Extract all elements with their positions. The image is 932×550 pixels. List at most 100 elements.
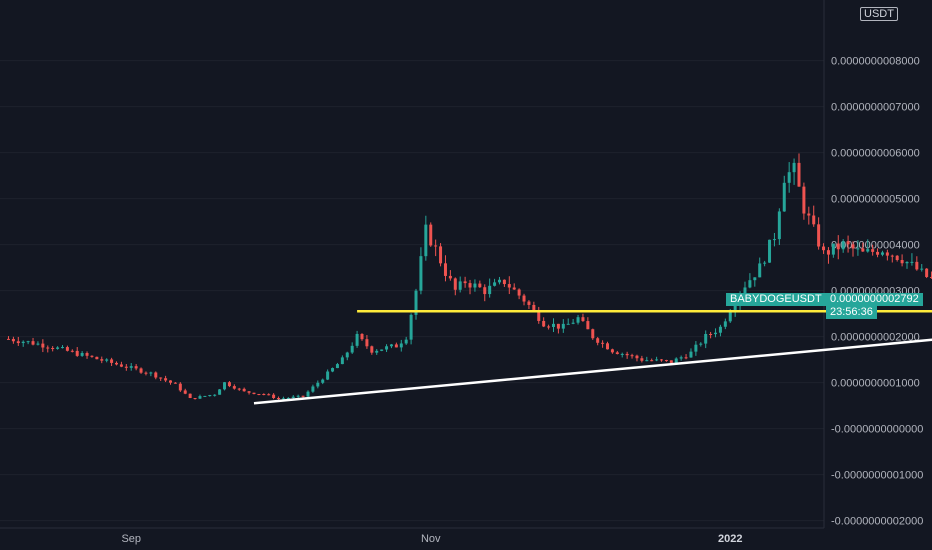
candle-body <box>105 359 109 361</box>
candle-body <box>792 162 796 173</box>
candle-body <box>75 350 79 356</box>
candle-body <box>723 321 727 327</box>
candle-body <box>910 261 914 263</box>
candle-body <box>21 341 25 344</box>
candle-body <box>512 287 516 290</box>
candle-body <box>350 345 354 353</box>
candle-body <box>26 341 30 343</box>
x-axis: SepNov2022MarMay <box>121 533 742 545</box>
candle-body <box>591 329 595 339</box>
candle-body <box>227 382 231 387</box>
candle-body <box>439 246 443 264</box>
candle-body <box>316 382 320 387</box>
candle-body <box>571 322 575 324</box>
candle-body <box>272 394 276 399</box>
candle-body <box>645 360 649 362</box>
candle-body <box>178 383 182 391</box>
candle-body <box>257 393 261 395</box>
candle-body <box>551 323 555 327</box>
candle-body <box>885 252 889 256</box>
candle-body <box>31 341 35 345</box>
candle-body <box>448 275 452 279</box>
candle-body <box>6 338 10 340</box>
candle-body <box>345 352 349 358</box>
candle-body <box>797 162 801 187</box>
y-tick-label: -0.0000000001000 <box>831 470 923 482</box>
y-tick-label: -0.0000000000000 <box>831 424 923 436</box>
candle-body <box>507 284 511 288</box>
candle-body <box>925 268 929 277</box>
x-tick-label: 2022 <box>718 533 742 545</box>
candle-body <box>453 278 457 290</box>
candle-body <box>728 312 732 322</box>
candle-body <box>576 317 580 323</box>
candle-body <box>56 347 60 349</box>
candle-body <box>802 186 806 214</box>
candle-body <box>714 332 718 335</box>
candle-body <box>743 287 747 294</box>
candle-body <box>119 364 123 367</box>
candle-body <box>286 397 290 399</box>
y-tick-label: 0.0000000005000 <box>831 194 920 206</box>
candle-body <box>144 372 148 374</box>
candle-body <box>497 279 501 283</box>
candle-body <box>817 224 821 247</box>
candle-body <box>718 326 722 333</box>
candle-body <box>871 249 875 252</box>
candle-body <box>556 323 560 329</box>
candle-body <box>930 276 932 278</box>
candle-body <box>355 333 359 346</box>
candle-body <box>669 360 673 363</box>
candle-body <box>866 249 870 252</box>
candle-body <box>777 211 781 240</box>
candle-body <box>458 281 462 290</box>
candle-body <box>375 350 379 353</box>
trend-line[interactable] <box>253 302 932 405</box>
candle-body <box>291 396 295 398</box>
candle-body <box>419 256 423 291</box>
candle-body <box>51 347 55 349</box>
candle-body <box>606 343 609 350</box>
y-tick-label: 0.0000000001000 <box>831 378 920 390</box>
candle-body <box>502 279 506 285</box>
candle-body <box>41 343 45 348</box>
candle-body <box>890 255 894 257</box>
y-tick-label: -0.0000000002000 <box>831 516 923 528</box>
candle-body <box>610 349 614 353</box>
candle-body <box>586 321 590 330</box>
candle-body <box>468 283 472 288</box>
candle-body <box>782 182 786 212</box>
candle-body <box>60 347 64 349</box>
candle-body <box>331 368 335 372</box>
last-price-badge: 0.0000000002792 <box>826 293 923 307</box>
candle-body <box>110 359 114 363</box>
x-tick-label: Nov <box>421 533 441 545</box>
candle-body <box>880 252 884 255</box>
candle-body <box>473 283 477 288</box>
candle-body <box>306 391 310 397</box>
candle-body <box>370 346 374 353</box>
candle-body <box>709 333 713 335</box>
candle-body <box>841 241 845 250</box>
candle-body <box>488 285 492 295</box>
currency-label[interactable]: USDT <box>860 7 898 21</box>
candle-body <box>198 396 202 399</box>
candle-body <box>95 356 99 360</box>
candle-body <box>80 353 84 356</box>
candle-body <box>807 213 811 216</box>
candle-body <box>635 355 639 359</box>
candle-body <box>340 357 344 365</box>
candle-body <box>836 243 840 250</box>
y-tick-label: 0.0000000008000 <box>831 56 920 68</box>
y-tick-label: 0.0000000007000 <box>831 102 920 114</box>
candle-body <box>895 255 899 261</box>
candle-body <box>277 398 281 400</box>
candle-body <box>787 172 791 183</box>
y-axis: 0.0000000008000 0.0000000007000 0.00000000… <box>0 56 923 528</box>
candle-body <box>193 398 197 400</box>
candle-body <box>561 323 565 329</box>
candle-body <box>232 386 236 389</box>
candle-body <box>360 333 364 340</box>
candle-body <box>389 344 393 347</box>
